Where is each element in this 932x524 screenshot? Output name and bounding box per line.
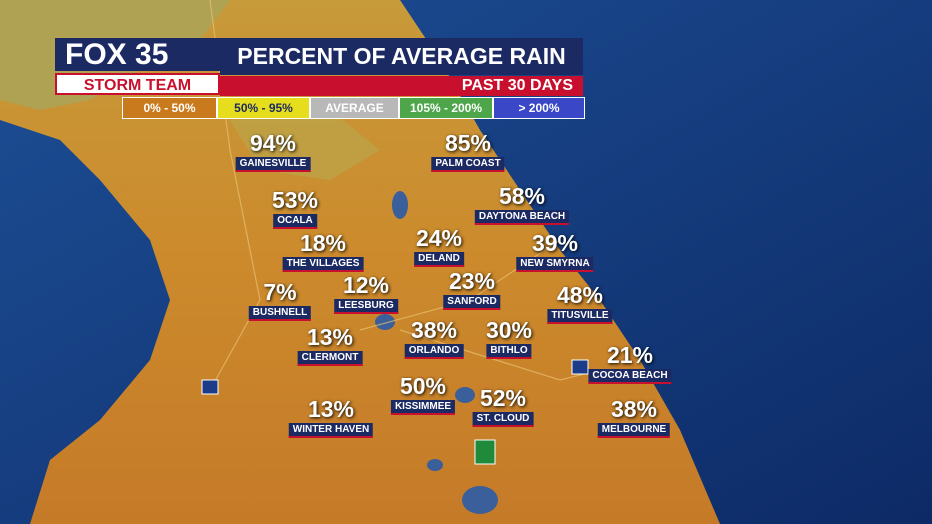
- legend-item: > 200%: [493, 97, 585, 119]
- i95-shield: [571, 359, 589, 375]
- rain-percent: 48%: [556, 282, 604, 308]
- city-name: PALM COAST: [431, 157, 505, 172]
- lake: [462, 486, 498, 514]
- turnpike-shield: [474, 439, 496, 465]
- rain-percent: 13%: [307, 396, 355, 422]
- legend-item: AVERAGE: [310, 97, 399, 119]
- rain-percent: 23%: [448, 268, 496, 294]
- city-name: THE VILLAGES: [282, 257, 364, 272]
- rain-percent: 53%: [271, 187, 319, 213]
- city-name: NEW SMYRNA: [516, 257, 594, 272]
- city-name: WINTER HAVEN: [288, 423, 374, 438]
- brand: STORM TEAM: [55, 73, 220, 95]
- city-name: CLERMONT: [297, 351, 363, 366]
- city-name: DAYTONA BEACH: [474, 210, 570, 225]
- rain-percent: 38%: [610, 396, 658, 422]
- rain-percent: 13%: [306, 324, 354, 350]
- subtitle: PAST 30 DAYS: [220, 76, 583, 96]
- rain-percent: 21%: [606, 342, 654, 368]
- rain-percent: 38%: [410, 317, 458, 343]
- rain-percent: 58%: [498, 183, 546, 209]
- rain-percent: 30%: [485, 317, 533, 343]
- rain-percent: 94%: [249, 130, 297, 156]
- city-name: TITUSVILLE: [547, 309, 613, 324]
- rain-percent: 18%: [299, 230, 347, 256]
- city-name: COCOA BEACH: [588, 369, 672, 384]
- i75-shield: [201, 379, 219, 395]
- logo-channel: 35: [135, 38, 169, 71]
- rain-percent: 50%: [399, 373, 447, 399]
- city-name: SANFORD: [443, 295, 501, 310]
- city-name: KISSIMMEE: [390, 400, 456, 415]
- city-name: BUSHNELL: [248, 306, 312, 321]
- city-name: GAINESVILLE: [235, 157, 311, 172]
- lake: [427, 459, 443, 471]
- city-name: OCALA: [273, 214, 317, 229]
- city-name: DELAND: [414, 252, 464, 267]
- title: PERCENT OF AVERAGE RAIN: [220, 38, 583, 75]
- logo: FOX 35: [55, 38, 220, 71]
- city-name: LEESBURG: [334, 299, 398, 314]
- city-name: MELBOURNE: [597, 423, 671, 438]
- lake: [392, 191, 408, 219]
- rain-percent: 7%: [263, 279, 297, 305]
- lake: [375, 314, 395, 330]
- rain-percent: 39%: [531, 230, 579, 256]
- logo-fox: FOX: [65, 38, 127, 71]
- legend-item: 105% - 200%: [399, 97, 493, 119]
- rain-percent: 52%: [479, 385, 527, 411]
- rain-percent: 12%: [342, 272, 390, 298]
- rain-percent: 24%: [415, 225, 463, 251]
- legend-item: 0% - 50%: [122, 97, 217, 119]
- legend-item: 50% - 95%: [217, 97, 310, 119]
- rain-percent: 85%: [444, 130, 492, 156]
- lake: [455, 387, 475, 403]
- city-name: BITHLO: [486, 344, 532, 359]
- city-name: ORLANDO: [404, 344, 464, 359]
- city-name: ST. CLOUD: [472, 412, 534, 427]
